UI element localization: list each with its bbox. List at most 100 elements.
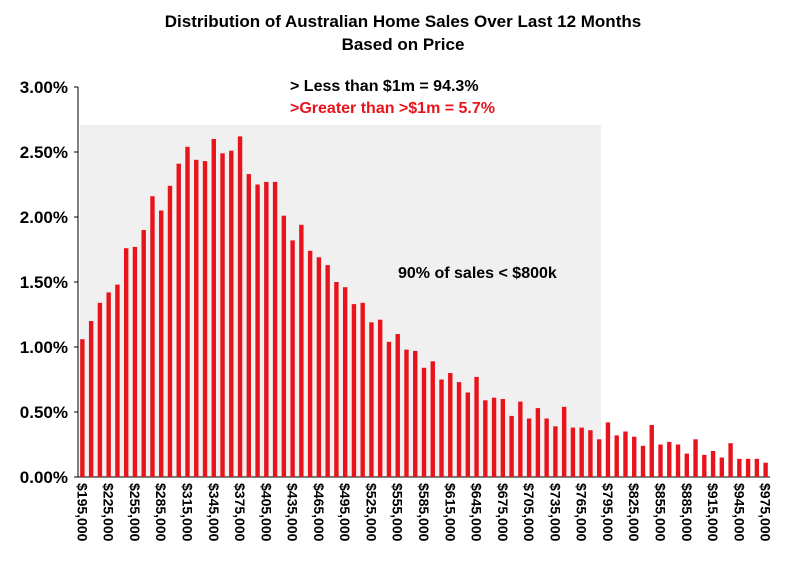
x-tick-label: $735,000 [547, 483, 563, 542]
bar [202, 161, 208, 477]
bar [649, 425, 654, 477]
bar [281, 215, 287, 477]
x-tick-label: $495,000 [337, 483, 353, 542]
bar [176, 163, 181, 477]
x-tick-label: $525,000 [363, 483, 379, 542]
x-tick-label: $555,000 [390, 483, 406, 542]
bar [728, 443, 733, 477]
bar [80, 339, 85, 477]
bar [395, 334, 400, 477]
bar [684, 453, 689, 477]
bar [106, 292, 111, 477]
bar [596, 439, 602, 477]
bar [272, 181, 278, 477]
x-tick-label: $195,000 [74, 483, 90, 542]
x-tick-label: $945,000 [731, 483, 747, 542]
x-tick-label: $615,000 [442, 483, 458, 542]
bar [132, 246, 138, 477]
bar [763, 462, 768, 477]
bar [342, 287, 348, 477]
bar [474, 376, 479, 477]
chart-title: Distribution of Australian Home Sales Ov… [165, 12, 641, 31]
bar [465, 392, 470, 477]
bar [544, 418, 549, 477]
bar [211, 139, 216, 477]
bar [334, 282, 339, 477]
bar [500, 399, 506, 477]
bar [351, 304, 357, 477]
bar [605, 422, 611, 477]
bar [237, 136, 243, 477]
bar [299, 224, 304, 477]
y-tick-label: 3.00% [20, 78, 68, 97]
bar [386, 341, 392, 477]
annotation: 90% of sales < $800k [398, 265, 557, 282]
bar [614, 435, 619, 477]
bar [456, 382, 462, 477]
bar [702, 454, 707, 477]
x-tick-label: $435,000 [285, 483, 301, 542]
bar [290, 240, 295, 477]
bar [360, 302, 365, 477]
x-tick-label: $705,000 [521, 483, 537, 542]
x-tick-label: $855,000 [653, 483, 669, 542]
bar [640, 445, 646, 477]
annotation: > Less than $1m = 94.3% [290, 78, 479, 95]
x-tick-label: $915,000 [705, 483, 721, 542]
bar [255, 184, 260, 477]
x-tick-label: $585,000 [416, 483, 432, 542]
bar [220, 153, 225, 478]
bar [159, 210, 164, 477]
bar [97, 302, 103, 477]
bar [185, 146, 190, 478]
bar [719, 457, 725, 477]
bar [369, 322, 374, 477]
bar [675, 444, 681, 477]
x-tick-label: $675,000 [495, 483, 511, 542]
bar [167, 185, 173, 478]
bar [518, 401, 523, 477]
x-tick-label: $225,000 [101, 483, 117, 542]
bar [737, 458, 742, 477]
bar [246, 174, 252, 477]
bar [194, 159, 199, 478]
bar [430, 361, 435, 477]
y-tick-label: 0.00% [20, 468, 68, 487]
bar [378, 319, 383, 477]
bar [483, 400, 488, 477]
bar [745, 458, 751, 477]
bar [553, 426, 558, 477]
x-tick-label: $375,000 [232, 483, 248, 542]
bar [141, 230, 146, 477]
bar [439, 379, 444, 477]
x-tick-label: $405,000 [258, 483, 274, 542]
bar [570, 427, 576, 477]
bar [123, 248, 129, 477]
bar [491, 397, 497, 477]
bar [588, 430, 593, 477]
x-tick-label: $765,000 [574, 483, 590, 542]
bar [623, 431, 628, 477]
bar [229, 150, 234, 477]
bar [150, 196, 155, 477]
x-tick-label: $345,000 [206, 483, 222, 542]
bar [264, 181, 269, 477]
annotation: >Greater than >$1m = 5.7% [290, 100, 495, 117]
bar [88, 321, 94, 477]
bar [535, 408, 541, 477]
bar [693, 439, 698, 477]
x-tick-label: $975,000 [758, 483, 774, 542]
x-tick-label: $255,000 [127, 483, 143, 542]
x-tick-label: $285,000 [153, 483, 169, 542]
bar [307, 250, 313, 477]
bar [710, 451, 716, 477]
bar [667, 441, 672, 477]
x-tick-label: $885,000 [679, 483, 695, 542]
bar [316, 257, 322, 477]
y-tick-label: 1.00% [20, 338, 68, 357]
bar [404, 349, 409, 477]
bar [325, 265, 330, 477]
bar [421, 367, 427, 477]
x-tick-label: $825,000 [626, 483, 642, 542]
